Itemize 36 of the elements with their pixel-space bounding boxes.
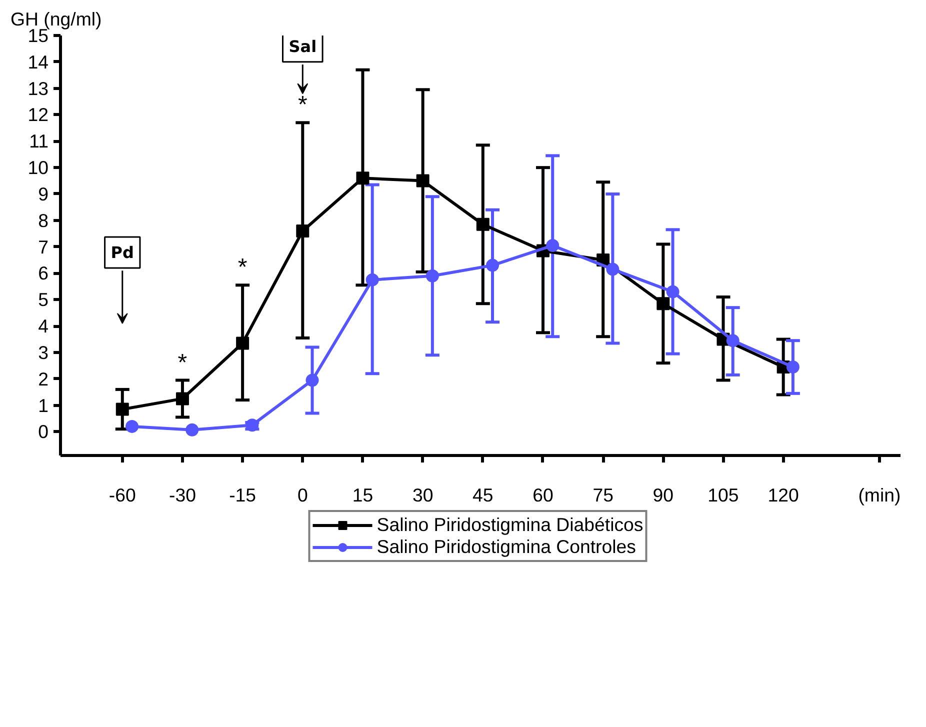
- annotation: *: [298, 92, 308, 119]
- x-tick-label: 60: [532, 484, 554, 506]
- y-tick-label: 5: [38, 289, 49, 310]
- legend-label: Salino Piridostigmina Controles: [376, 536, 636, 558]
- y-tick-label: 4: [38, 316, 49, 337]
- annotation: Sal: [288, 36, 317, 56]
- y-axis-title: GH (ng/ml): [10, 8, 102, 30]
- x-tick-label: 45: [472, 484, 494, 506]
- y-tick-label: 11: [29, 130, 49, 152]
- x-axis-title: (min): [858, 484, 901, 506]
- x-tick-label: 75: [592, 484, 614, 506]
- x-tick-label: 105: [708, 484, 739, 506]
- x-tick-label: 15: [352, 484, 374, 506]
- y-tick-label: 0: [38, 421, 49, 442]
- annotation: Pd: [110, 242, 134, 262]
- y-tick-label: 8: [38, 210, 49, 231]
- y-tick-label: 1: [38, 394, 49, 416]
- x-tick-label: -60: [108, 484, 136, 506]
- y-tick-label: 12: [28, 104, 49, 126]
- x-tick-label: -30: [168, 484, 196, 506]
- x-tick-label: 90: [652, 484, 674, 506]
- annotation: *: [238, 254, 248, 282]
- y-tick-label: 10: [28, 157, 49, 178]
- y-tick-label: 14: [28, 51, 49, 72]
- y-tick-label: 3: [38, 342, 49, 363]
- y-tick-label: 2: [38, 368, 49, 390]
- annotation: *: [178, 349, 188, 376]
- y-tick-label: 9: [38, 183, 49, 204]
- y-tick-label: 6: [38, 262, 49, 284]
- x-tick-label: 120: [768, 484, 799, 506]
- x-tick-label: 30: [412, 484, 434, 506]
- y-tick-label: 7: [38, 236, 49, 258]
- legend-label: Salino Piridostigmina Diabéticos: [376, 514, 644, 536]
- y-tick-label: 13: [28, 78, 49, 99]
- x-tick-label: 0: [297, 484, 308, 506]
- x-tick-label: -15: [229, 484, 256, 506]
